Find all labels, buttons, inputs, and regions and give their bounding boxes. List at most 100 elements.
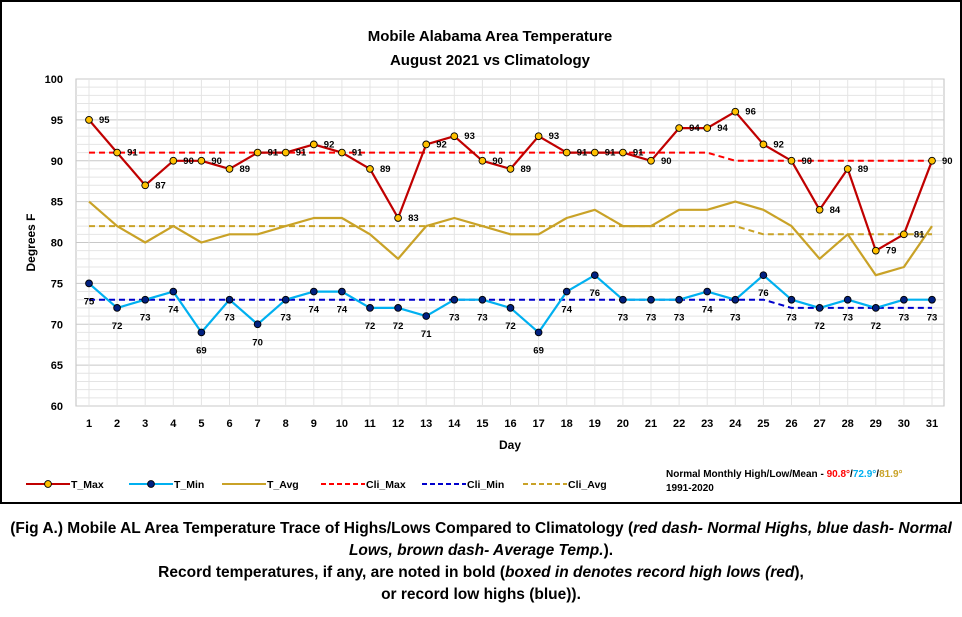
- x-tick-label: 7: [255, 418, 261, 430]
- data-label-t-max: 92: [773, 139, 784, 150]
- data-label-t-max: 94: [689, 123, 700, 134]
- data-label-t-max: 91: [127, 148, 138, 159]
- data-label-t-max: 91: [577, 148, 588, 159]
- data-label-t-max: 93: [464, 131, 475, 142]
- data-label-t-max: 95: [99, 115, 110, 126]
- data-label-t-min: 73: [618, 313, 629, 324]
- legend-label-t-min: T_Min: [174, 479, 204, 491]
- data-label-t-min: 71: [421, 329, 432, 340]
- note-sep-2: /: [876, 469, 880, 480]
- point-t-min: [281, 295, 290, 304]
- x-axis-label: Day: [499, 438, 521, 452]
- point-t-min: [619, 295, 627, 304]
- x-tick-label: 25: [757, 418, 769, 430]
- temperature-chart: Mobile Alabama Area Temperature August 2…: [24, 28, 953, 491]
- x-tick-label: 16: [504, 418, 516, 430]
- point-t-min: [703, 287, 712, 296]
- x-tick-label: 23: [701, 418, 713, 430]
- point-t-min: [900, 295, 908, 304]
- point-t-min: [141, 295, 150, 304]
- data-label-t-max: 96: [745, 107, 756, 118]
- data-label-t-min: 74: [702, 305, 713, 316]
- x-tick-label: 26: [785, 418, 797, 430]
- data-label-t-min: 75: [84, 296, 95, 307]
- point-t-min: [787, 295, 796, 304]
- data-label-t-min: 73: [730, 313, 741, 324]
- point-t-min: [338, 287, 346, 296]
- data-label-t-min: 73: [674, 313, 685, 324]
- series-line-cli-avg: [89, 225, 932, 236]
- point-t-max: [647, 156, 655, 165]
- data-label-t-max: 91: [352, 148, 363, 159]
- data-label-t-max: 89: [240, 164, 251, 175]
- legend-marker-t-min: [147, 480, 155, 488]
- y-tick-label: 70: [51, 319, 63, 331]
- point-t-max: [703, 124, 712, 132]
- caption-p3: or record low highs (blue)).: [381, 586, 581, 603]
- x-tick-label: 27: [813, 418, 825, 430]
- series-line-t-avg: [88, 200, 933, 277]
- point-t-min: [647, 295, 655, 304]
- data-label-t-min: 74: [561, 305, 572, 316]
- data-label-t-max: 90: [802, 156, 813, 167]
- data-label-t-max: 93: [549, 131, 560, 142]
- legend-label-cli-avg: Cli_Avg: [568, 479, 607, 491]
- y-tick-label: 95: [51, 115, 63, 127]
- data-label-t-max: 90: [661, 156, 672, 167]
- data-label-t-min: 72: [393, 321, 404, 332]
- point-t-min: [590, 271, 599, 280]
- y-tick-label: 75: [51, 278, 63, 290]
- x-tick-label: 28: [842, 418, 854, 430]
- point-t-max: [309, 140, 318, 149]
- legend-label-t-avg: T_Avg: [267, 479, 299, 491]
- chart-title: Mobile Alabama Area Temperature: [368, 28, 613, 45]
- x-tick-label: 15: [476, 418, 488, 430]
- data-label-t-min: 74: [309, 305, 320, 316]
- x-tick-label: 22: [673, 418, 685, 430]
- data-label-t-min: 72: [814, 321, 825, 332]
- figure-caption: (Fig A.) Mobile AL Area Temperature Trac…: [0, 518, 962, 606]
- data-label-t-min: 69: [533, 345, 544, 356]
- point-t-max: [675, 124, 683, 132]
- data-label-t-min: 69: [196, 345, 207, 356]
- point-t-max: [590, 148, 599, 157]
- x-tick-label: 18: [561, 418, 573, 430]
- legend-label-cli-max: Cli_Max: [366, 479, 406, 491]
- point-t-min: [450, 295, 459, 304]
- data-label-t-max: 91: [268, 148, 279, 159]
- data-label-t-min: 73: [927, 313, 938, 324]
- data-label-t-min: 73: [786, 313, 797, 324]
- x-tick-label: 9: [311, 418, 317, 430]
- point-t-max: [843, 165, 852, 173]
- caption-p2-mid: ),: [794, 564, 804, 581]
- point-t-max: [871, 246, 880, 255]
- x-tick-label: 30: [898, 418, 910, 430]
- data-label-t-max: 92: [324, 139, 335, 150]
- point-t-min: [675, 295, 683, 304]
- point-t-max: [85, 116, 93, 124]
- point-t-max: [815, 205, 824, 214]
- legend-marker-t-max: [44, 480, 52, 488]
- point-t-min: [113, 304, 121, 312]
- point-t-min: [85, 279, 93, 288]
- point-t-min: [422, 312, 431, 320]
- point-t-min: [394, 304, 402, 312]
- point-t-min: [759, 271, 768, 280]
- y-tick-label: 85: [51, 197, 63, 209]
- data-label-t-min: 73: [280, 313, 291, 324]
- legend-label-cli-min: Cli_Min: [467, 479, 504, 491]
- point-t-min: [506, 304, 515, 312]
- data-label-t-min: 72: [365, 321, 376, 332]
- point-t-min: [253, 320, 262, 329]
- point-t-min: [731, 295, 740, 304]
- x-tick-label: 2: [114, 418, 120, 430]
- point-t-max: [253, 148, 262, 157]
- point-t-max: [731, 107, 740, 116]
- data-label-t-max: 92: [436, 139, 447, 150]
- point-t-max: [169, 156, 178, 165]
- data-label-t-max: 91: [605, 148, 616, 159]
- x-tick-label: 5: [198, 418, 204, 430]
- point-t-min: [366, 304, 374, 312]
- point-t-max: [197, 156, 206, 165]
- point-t-max: [113, 148, 121, 157]
